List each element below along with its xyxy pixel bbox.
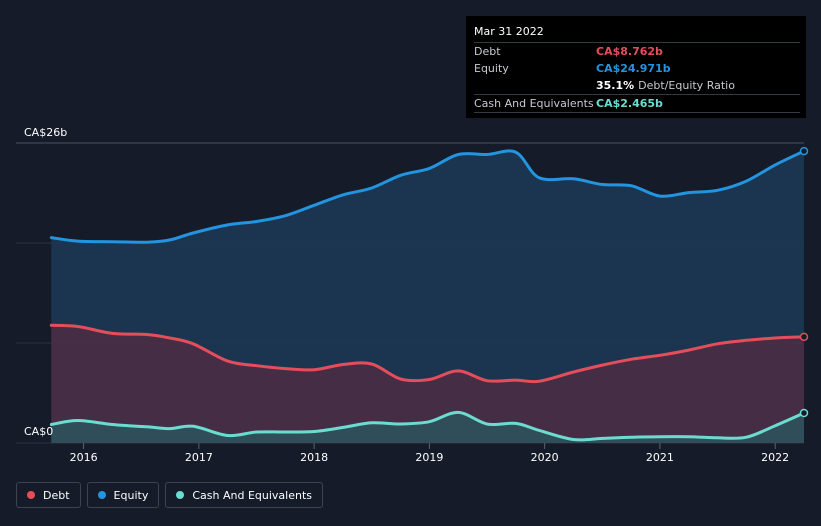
tooltip-equity-row: Equity CA$24.971b — [474, 60, 800, 77]
legend-debt-label: Debt — [43, 488, 70, 502]
legend-debt-dot-icon — [27, 491, 35, 499]
debt-line — [49, 323, 806, 384]
legend-cash-dot-icon — [176, 491, 185, 499]
end-marker-layer — [799, 146, 809, 418]
y-axis-bottom-label: CA$0 — [24, 425, 53, 438]
tooltip-ratio-row: 35.1% Debt/Equity Ratio — [474, 77, 800, 94]
equity-end-marker — [799, 146, 809, 156]
legend-equity[interactable]: Equity — [86, 482, 160, 508]
equity-line — [49, 149, 806, 244]
cash-end-marker — [799, 408, 809, 418]
tooltip-ratio-label: Debt/Equity Ratio — [638, 79, 735, 92]
x-tick-label: 2018 — [300, 451, 328, 464]
chart-legend: Debt Equity Cash And Equivalents — [16, 482, 323, 508]
tooltip-debt-value: CA$8.762b — [596, 45, 663, 58]
x-tick-label: 2021 — [646, 451, 674, 464]
x-tick-label: 2022 — [761, 451, 789, 464]
x-tick-label: 2019 — [415, 451, 443, 464]
debt-end-marker — [799, 332, 809, 342]
tooltip-debt-row: Debt CA$8.762b — [474, 42, 800, 60]
x-tick-label: 2016 — [70, 451, 98, 464]
data-tooltip: Mar 31 2022 Debt CA$8.762b Equity CA$24.… — [466, 16, 806, 118]
cash-line — [49, 410, 806, 442]
x-tick-label: 2017 — [185, 451, 213, 464]
tooltip-bottom-divider — [474, 112, 800, 114]
tooltip-ratio-value: 35.1% — [596, 79, 635, 92]
area-layer — [51, 150, 805, 444]
tooltip-equity-label: Equity — [474, 62, 509, 75]
tooltip-cash-value: CA$2.465b — [596, 97, 663, 110]
tooltip-cash-label: Cash And Equivalents — [474, 97, 594, 110]
line-layer — [49, 149, 806, 442]
legend-equity-label: Equity — [113, 488, 149, 502]
x-axis-ticks: 2016 2017 2018 2019 2020 2021 2022 — [70, 443, 789, 464]
legend-debt[interactable]: Debt — [16, 482, 81, 508]
x-tick-label: 2020 — [531, 451, 559, 464]
y-axis-top-label: CA$26b — [24, 126, 67, 139]
legend-equity-dot-icon — [97, 491, 106, 499]
tooltip-equity-value: CA$24.971b — [596, 62, 671, 75]
tooltip-debt-label: Debt — [474, 45, 501, 58]
legend-cash-label: Cash And Equivalents — [192, 488, 312, 502]
tooltip-cash-row: Cash And Equivalents CA$2.465b — [474, 94, 800, 112]
debt-area — [51, 325, 805, 443]
tooltip-date: Mar 31 2022 — [474, 25, 544, 38]
legend-cash[interactable]: Cash And Equivalents — [165, 482, 323, 508]
